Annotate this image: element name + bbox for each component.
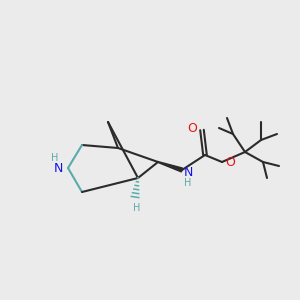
Text: O: O [225,157,235,169]
Text: H: H [184,178,191,188]
Text: N: N [54,161,63,175]
Text: H: H [133,203,141,213]
Polygon shape [158,162,183,172]
Text: N: N [184,167,194,179]
Text: O: O [187,122,197,134]
Text: H: H [51,153,59,163]
